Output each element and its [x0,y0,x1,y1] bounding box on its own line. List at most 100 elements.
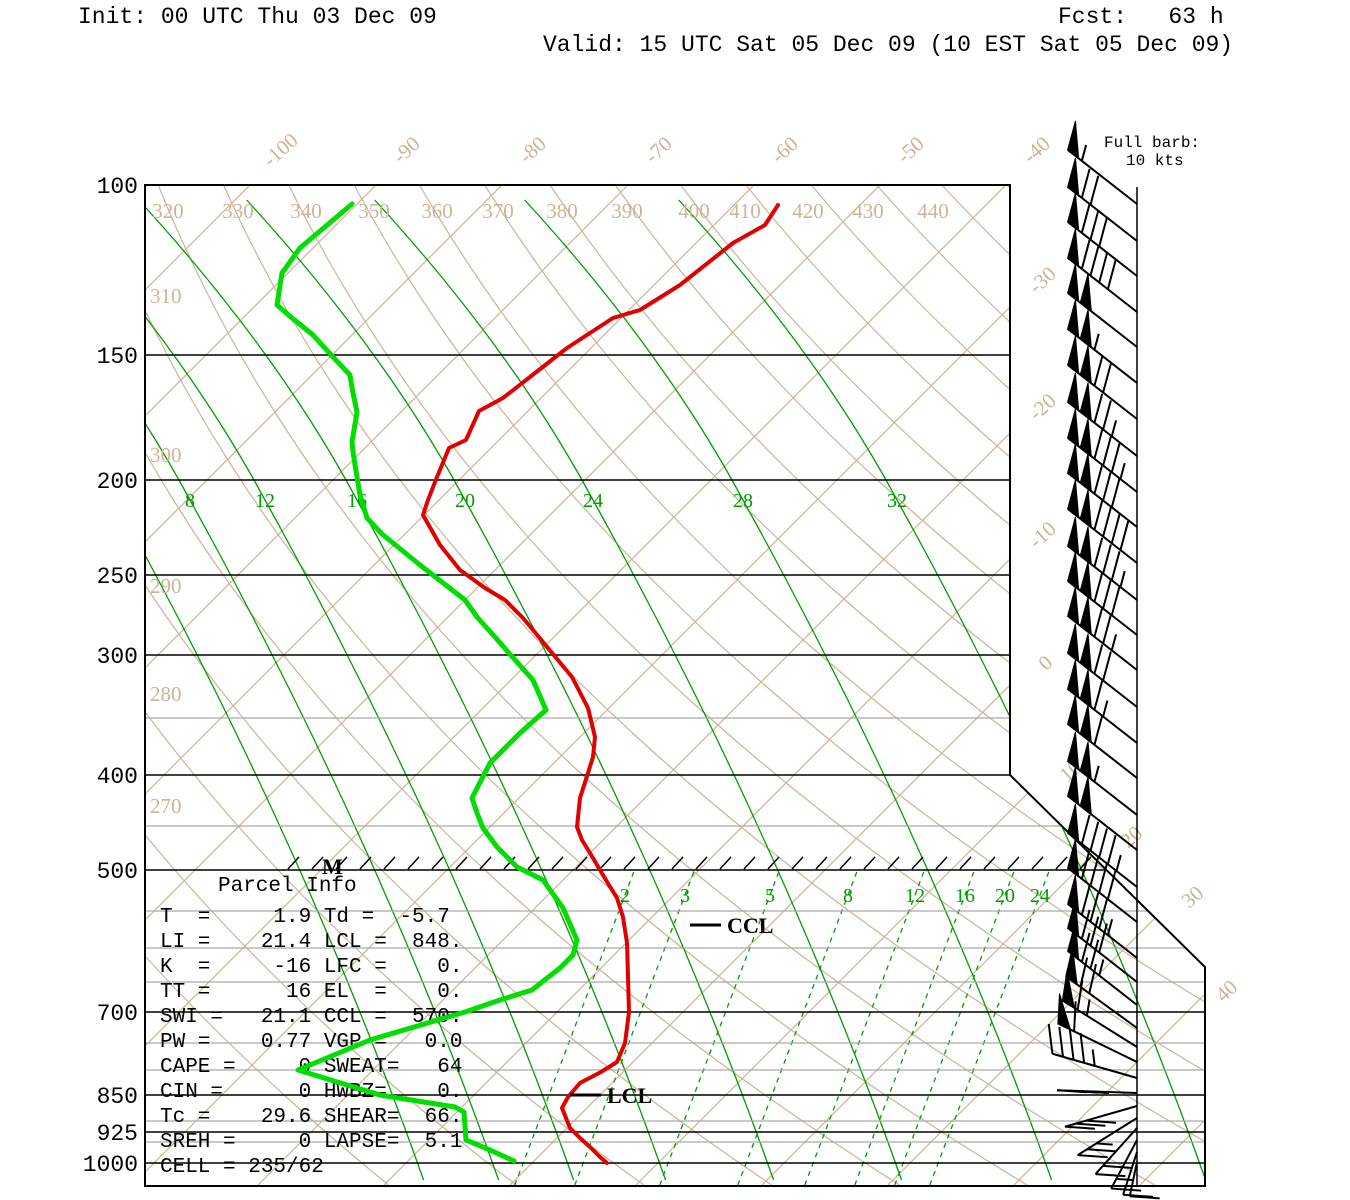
mixing-ratio-label: 5 [765,885,775,907]
wind-barb [1067,766,1138,851]
parcel-info-line: K = -16 LFC = 0. [160,956,462,979]
pressure-tick-label: 925 [97,1121,138,1147]
theta-top-label: 420 [792,199,824,223]
isotherm-right-label: -10 [1024,517,1061,554]
isotherm-top-label: -100 [258,128,303,172]
forecast-hour-label: Fcst: 63 h [1058,4,1224,30]
isotherm-right-label: 30 [1176,881,1208,913]
pressure-tick-label: 1000 [83,1152,138,1178]
dewpoint-curve [274,201,580,1164]
mixing-ratio-lines [513,871,1050,1186]
isotherm-top-label: -70 [640,132,677,169]
isotherm-right-label: 0 [1033,650,1057,675]
pressure-tick-label: 200 [97,469,138,495]
freezing-hatch-line [287,856,1092,870]
wind-barb [1067,299,1138,384]
mixing-ratio-label: 12 [905,885,925,907]
isotherm-right-label: -30 [1024,262,1061,299]
pressure-tick-label: 100 [97,174,138,200]
theta-top-label: 330 [222,199,254,223]
moist-adiabat-label: 24 [583,490,603,512]
wind-barb [1067,372,1138,457]
wind-barb [1067,623,1138,708]
background-lines [145,185,1205,1186]
wind-barb [1067,694,1138,779]
wind-barb [1067,263,1138,348]
wind-barb [1067,157,1138,242]
isotherm-top-label: -80 [514,132,551,169]
theta-top-label: 390 [611,199,643,223]
wind-barb [1065,946,1138,1029]
wind-barb [1064,1105,1138,1130]
wind-barb [1067,586,1138,671]
wind-barb [1067,192,1138,277]
m-marker: M [322,854,343,879]
theta-left-label: 280 [150,682,182,706]
valid-time-label: Valid: 15 UTC Sat 05 Dec 09 (10 EST Sat … [543,32,1234,58]
parcel-info-line: Tc = 29.6 SHEAR= 66. [160,1106,462,1129]
isotherm-top-label: -40 [1018,132,1055,169]
pressure-tick-label: 500 [97,859,138,885]
wind-barb [1067,921,1138,1006]
parcel-info-line: SWI = 21.1 CCL = 570. [160,1006,462,1029]
parcel-info-line: LI = 21.4 LCL = 848. [160,931,462,954]
theta-top-label: 320 [152,199,184,223]
theta-top-label: 340 [290,199,322,223]
theta-top-label: 350 [358,199,390,223]
moist-adiabat-label: 28 [733,490,753,512]
sounding-curves [274,201,780,1165]
moist-adiabat-label: 32 [887,490,907,512]
pressure-tick-label: 250 [97,564,138,590]
pressure-tick-label: 700 [97,1001,138,1027]
mixing-ratio-label: 16 [955,885,975,907]
parcel-info-line: PW = 0.77 VGP = 0.0 [160,1031,462,1054]
wind-barb [1067,443,1138,528]
wind-barb [1067,659,1138,744]
wind-barb [1067,731,1138,816]
wind-barb [1047,1023,1138,1079]
theta-top-label: 360 [421,199,453,223]
theta-left-label: 310 [150,284,182,308]
wind-barb [1077,1117,1138,1159]
mixing-ratio-label: 3 [680,885,690,907]
pressure-tick-label: 850 [97,1084,138,1110]
ccl-label: CCL [727,913,773,938]
wind-barb [1094,1127,1138,1178]
mixing-ratio-label: 24 [1030,885,1050,907]
parcel-info-title: Parcel Info [218,875,357,898]
theta-top-label: 370 [482,199,514,223]
isotherm-top-label: -90 [388,132,425,169]
theta-top-label: 440 [917,199,949,223]
wind-barb [1110,1139,1142,1192]
isotherm-top-label: -50 [892,132,929,169]
wind-barb [1057,993,1138,1063]
theta-top-label: 410 [729,199,761,223]
pressure-tick-label: 300 [97,644,138,670]
isotherm-right-label: -20 [1024,389,1061,426]
parcel-info-line: T = 1.9 Td = -5.7 [160,906,450,929]
dry-adiabat-lines [145,185,1205,1186]
lcl-label: LCL [607,1083,652,1108]
barb-legend-line1: Full barb: [1104,134,1201,152]
temperature-curve [421,203,780,1165]
isotherm-top-label: -60 [766,132,803,169]
plot-border [144,184,1206,1187]
pressure-tick-label: 150 [97,344,138,370]
parcel-info-line: CELL = 235/62 [160,1156,324,1179]
wind-barb [1067,803,1138,888]
barb-legend-line2: 10 kts [1126,152,1184,170]
parcel-info-line: CAPE = 0 SWEAT= 64 [160,1056,462,1079]
pressure-minor-lines [145,717,1205,1143]
moist-adiabat-label: 8 [185,490,195,512]
wind-barb [1067,838,1138,923]
pressure-tick-label: 400 [97,764,138,790]
wind-barb [1067,228,1138,313]
init-time-label: Init: 00 UTC Thu 03 Dec 09 [78,4,437,30]
theta-top-label: 400 [678,199,710,223]
parcel-info-line: TT = 16 EL = 0. [160,981,462,1004]
mixing-ratio-label: 20 [995,885,1015,907]
theta-left-label: 270 [150,794,182,818]
theta-left-label: 300 [150,443,182,467]
theta-top-label: 430 [852,199,884,223]
